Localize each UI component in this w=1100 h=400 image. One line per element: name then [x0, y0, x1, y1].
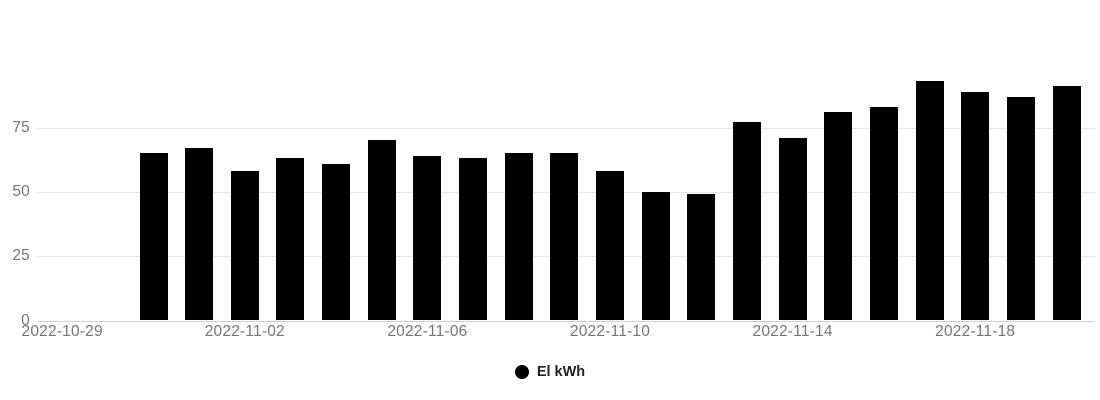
bar[interactable]: [550, 153, 579, 321]
bar[interactable]: [1006, 96, 1035, 321]
bar[interactable]: [459, 158, 488, 321]
bar[interactable]: [641, 191, 670, 321]
bar[interactable]: [732, 122, 761, 321]
bar[interactable]: [322, 163, 351, 321]
bar[interactable]: [687, 194, 716, 321]
x-tick-label: 2022-11-18: [935, 323, 1016, 340]
bar[interactable]: [778, 137, 807, 321]
y-tick-label: 0: [21, 311, 30, 329]
y-tick-label: 25: [12, 247, 30, 265]
bar[interactable]: [915, 81, 944, 321]
bar[interactable]: [1052, 86, 1081, 321]
bar[interactable]: [276, 158, 305, 321]
y-tick-label: 50: [12, 182, 30, 200]
bar[interactable]: [139, 153, 168, 321]
bar[interactable]: [413, 155, 442, 321]
bar[interactable]: [230, 171, 259, 321]
grid-line: [37, 127, 1095, 129]
legend-series-dot-icon: [514, 365, 529, 379]
bar[interactable]: [185, 148, 214, 321]
x-tick-label: 2022-11-02: [204, 323, 285, 340]
bar[interactable]: [367, 140, 396, 321]
bar[interactable]: [504, 153, 533, 321]
x-tick-label: 2022-11-14: [752, 323, 833, 340]
bar[interactable]: [824, 112, 853, 321]
bar[interactable]: [596, 171, 624, 321]
x-axis-line: [37, 320, 1095, 322]
y-tick-label: 75: [12, 118, 30, 136]
x-tick-label: 2022-11-06: [387, 323, 468, 340]
x-tick-label: 2022-11-10: [569, 323, 651, 340]
legend-series-label: El kWh: [536, 364, 586, 380]
x-tick-label: 2022-10-29: [21, 323, 103, 340]
legend-item[interactable]: El kWh: [0, 363, 1100, 381]
bar[interactable]: [869, 106, 898, 321]
bar[interactable]: [961, 91, 990, 321]
